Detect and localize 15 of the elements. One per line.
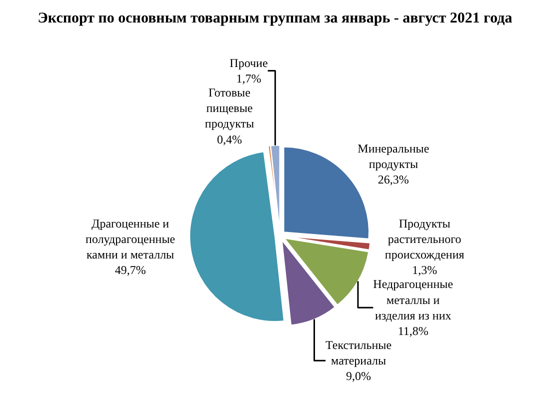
- slice-label: Готовые пищевые продукты: [204, 86, 254, 131]
- slice-label: Недрагоценные металлы и изделия из них: [373, 277, 454, 322]
- slice-label: Минеральные продукты: [358, 141, 430, 171]
- slice-label: Продукты растительного происхождения: [384, 216, 465, 262]
- data-label: 1,7%: [236, 72, 262, 86]
- slice-label: Драгоценные и полудрагоценные камни и металлы: [86, 216, 176, 262]
- data-label: 9,0%: [346, 369, 372, 384]
- chart-title: Экспорт по основным товарным группам за январь - август 2021 года: [38, 10, 513, 26]
- slice-label: Прочие: [230, 56, 268, 70]
- data-label: 11,8%: [398, 324, 428, 338]
- data-label: 49,7%: [114, 263, 146, 278]
- data-label: 1,3%: [412, 263, 438, 278]
- slice-label: Текстильные материалы: [326, 338, 392, 368]
- data-label: 26,3%: [378, 172, 409, 186]
- data-label: 0,4%: [216, 132, 242, 146]
